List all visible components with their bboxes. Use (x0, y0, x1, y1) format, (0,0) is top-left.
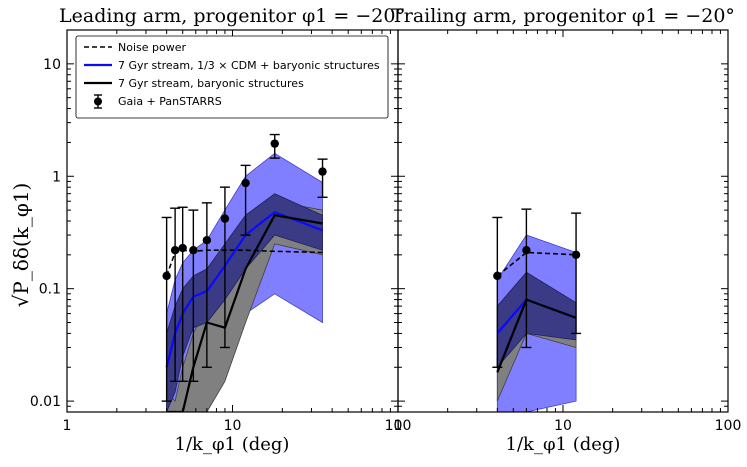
trailing-ticks (398, 29, 728, 413)
trailing-data-point-2 (571, 212, 582, 335)
leading-data-point-4 (201, 202, 212, 368)
leading-data-marker-6 (241, 178, 250, 188)
leading-data-marker-2 (178, 243, 187, 253)
leading-x-tick-label: 10 (224, 418, 242, 434)
leading-y-tick-label: 10 (43, 57, 61, 73)
leading-data-point-0 (161, 216, 172, 402)
leading-data-marker-5 (220, 214, 230, 223)
legend-noise-label: Noise power (118, 41, 186, 54)
leading-data-point-8 (317, 158, 328, 198)
legend-data-label: Gaia + PanSTARRS (118, 95, 222, 108)
leading-data-point-5 (219, 186, 230, 349)
leading-x-tick-label: 100 (385, 418, 412, 434)
trailing-x-tick-label: 10 (554, 418, 572, 434)
legend-baryon-label: 7 Gyr stream, baryonic structures (118, 77, 304, 90)
trailing-arm-panel: 1 10 100 Trailing arm, progenitor φ1 = −20… (391, 5, 741, 455)
leading-data-marker-4 (202, 235, 212, 245)
trailing-noise-line (496, 251, 577, 277)
trailing-plot-layer: 1 10 100 (394, 29, 742, 434)
trailing-data-point-0 (492, 216, 503, 368)
trailing-data-marker-0 (493, 271, 502, 281)
leading-data-point-6 (240, 164, 251, 236)
trailing-data-point-1 (521, 208, 532, 349)
leading-x-axis-label: 1/k_φ1 (deg) (175, 434, 290, 455)
legend-cdm-label: 7 Gyr stream, 1/3 × CDM + baryonic struc… (118, 59, 380, 72)
trailing-data-marker-2 (571, 250, 581, 260)
trailing-data-marker-1 (522, 245, 531, 255)
leading-data-marker-3 (189, 245, 198, 255)
leading-data-point-2 (177, 206, 188, 383)
leading-data-marker-1 (170, 245, 180, 255)
leading-y-tick-label: 0.1 (39, 282, 61, 298)
leading-plot-area (161, 133, 328, 412)
trailing-panel-title: Trailing arm, progenitor φ1 = −20° (391, 5, 735, 27)
leading-panel-title: Leading arm, progenitor φ1 = −20° (59, 5, 405, 27)
trailing-x-tick-label: 100 (715, 418, 742, 434)
leading-data-point-3 (188, 209, 199, 383)
leading-data-point-1 (170, 207, 181, 383)
legend-frame (75, 35, 389, 119)
leading-data-marker-0 (162, 271, 171, 281)
trailing-x-axis-label: 1/k_φ1 (deg) (506, 434, 621, 455)
leading-x-tick-label: 1 (63, 418, 72, 434)
trailing-plot-area (492, 208, 582, 412)
legend-data-swatch-marker (94, 97, 102, 106)
leading-y-tick-label: 0.01 (30, 394, 61, 410)
leading-ticks (67, 29, 398, 413)
leading-data-marker-7 (270, 139, 279, 148)
trailing-x-tick-label: 1 (394, 418, 403, 434)
leading-y-tick-label: 1 (52, 169, 61, 185)
legend: Noise power 7 Gyr stream, 1/3 × CDM + ba… (75, 35, 389, 119)
leading-data-point-7 (269, 133, 280, 159)
leading-data-marker-8 (318, 167, 327, 176)
y-axis-label: √P_δδ(k_φ1) (9, 183, 33, 308)
